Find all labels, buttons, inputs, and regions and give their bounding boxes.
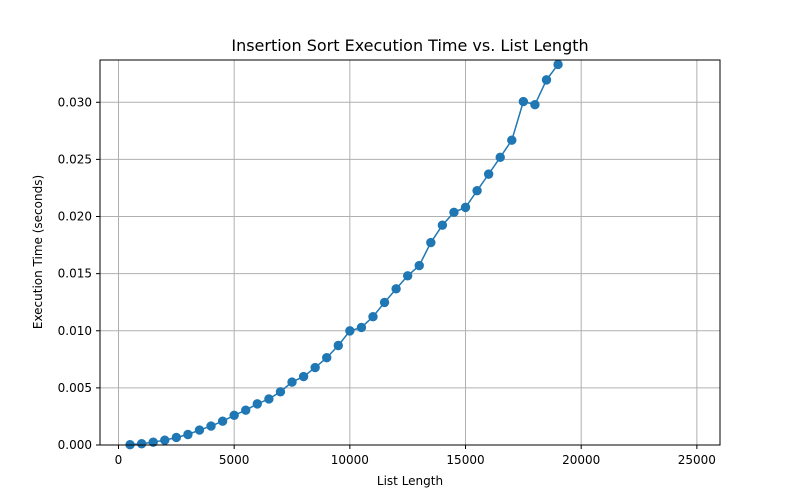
data-point xyxy=(402,271,413,281)
x-tick-label: 20000 xyxy=(562,453,600,467)
x-axis-label: List Length xyxy=(377,474,443,488)
y-tick-label: 0.005 xyxy=(58,381,92,395)
data-point xyxy=(310,362,320,373)
data-point xyxy=(368,312,378,322)
axes-layer: 0 5000 10000 15000 20000 25000 0.000 0.005 0.010… xyxy=(58,59,721,467)
data-point xyxy=(414,260,424,271)
y-tick-label: 0.030 xyxy=(58,95,92,109)
data-point xyxy=(356,322,367,333)
data-point xyxy=(264,394,274,404)
data-point xyxy=(333,340,343,351)
y-tick-label: 0.020 xyxy=(58,210,92,224)
data-point xyxy=(252,399,263,409)
x-tick-label: 5000 xyxy=(219,453,250,467)
data-point xyxy=(530,99,540,110)
data-point xyxy=(507,135,517,145)
data-point xyxy=(194,425,205,435)
data-point xyxy=(183,429,193,440)
data-point xyxy=(298,371,309,382)
data-point xyxy=(437,220,448,230)
data-point xyxy=(171,432,182,443)
x-tick-label: 0 xyxy=(115,453,123,467)
plot-frame xyxy=(99,59,721,446)
data-point xyxy=(322,353,332,363)
data-point xyxy=(472,185,482,196)
grid-layer xyxy=(100,60,720,446)
data-point xyxy=(449,207,459,217)
data-point xyxy=(541,75,552,85)
data-point xyxy=(553,59,563,70)
data-point xyxy=(206,421,216,431)
data-point xyxy=(518,96,529,107)
data-point xyxy=(345,326,355,336)
data-point xyxy=(391,284,401,294)
x-tick-label: 15000 xyxy=(446,453,484,467)
data-point xyxy=(241,405,251,415)
chart-title: Insertion Sort Execution Time vs. List L… xyxy=(231,36,588,55)
y-axis-label: Execution Time (seconds) xyxy=(31,175,45,329)
y-tick-label: 0.000 xyxy=(58,438,92,452)
x-tick-label: 10000 xyxy=(331,453,369,467)
data-point xyxy=(426,237,436,248)
data-point xyxy=(483,169,494,179)
series-layer xyxy=(125,59,563,450)
data-point xyxy=(379,297,390,308)
y-tick-label: 0.025 xyxy=(58,152,92,166)
data-point xyxy=(460,202,471,213)
data-point xyxy=(148,437,158,447)
data-point xyxy=(160,435,170,445)
data-point xyxy=(495,152,505,163)
y-tick-label: 0.015 xyxy=(58,267,92,281)
data-point xyxy=(136,439,147,449)
data-point xyxy=(287,377,297,387)
y-tick-label: 0.010 xyxy=(58,324,92,338)
data-point xyxy=(217,416,228,426)
x-tick-label: 25000 xyxy=(678,453,716,467)
data-point xyxy=(229,410,239,420)
data-point xyxy=(275,387,286,397)
